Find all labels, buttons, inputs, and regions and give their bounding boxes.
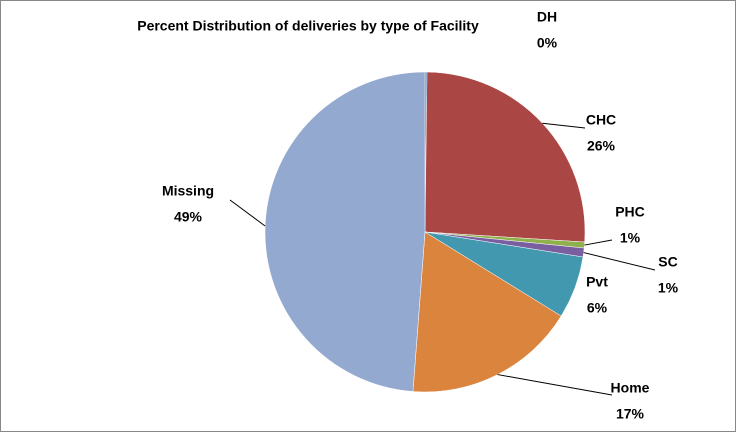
data-label-value: 1%	[658, 280, 679, 296]
data-label-value: 26%	[587, 138, 616, 154]
leader-line	[229, 199, 266, 227]
data-label-value: 49%	[174, 209, 203, 225]
data-label-name: SC	[658, 254, 677, 270]
data-label-name: Missing	[162, 183, 214, 199]
leader-line	[542, 122, 586, 129]
pie-slice	[424, 71, 586, 243]
pie-slice	[264, 71, 426, 392]
data-label-value: 1%	[620, 230, 641, 246]
pie-slice	[412, 231, 562, 393]
chart-title: Percent Distribution of deliveries by ty…	[137, 18, 479, 34]
leader-line	[583, 252, 656, 271]
data-label-name: CHC	[586, 112, 616, 128]
leader-line	[584, 239, 613, 246]
data-label-value: 0%	[537, 35, 558, 51]
data-label-name: Pvt	[586, 274, 608, 290]
data-label-name: DH	[537, 9, 557, 25]
data-label-name: PHC	[615, 204, 645, 220]
data-label-name: Home	[611, 380, 650, 396]
data-label-value: 6%	[587, 300, 608, 316]
leader-line	[497, 374, 613, 396]
data-label-value: 17%	[616, 406, 645, 422]
